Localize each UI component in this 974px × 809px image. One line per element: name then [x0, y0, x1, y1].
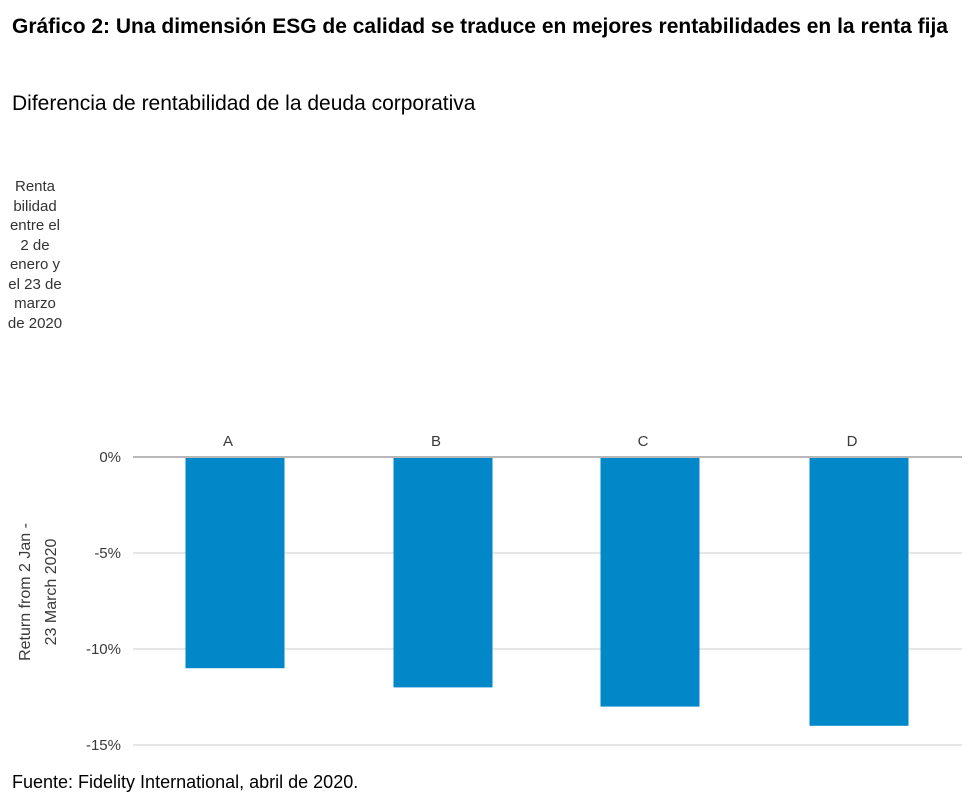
chart-title: Gráfico 2: Una dimensión ESG de calidad …: [12, 15, 948, 38]
bar: [600, 458, 700, 707]
y-axis-title-line: Return from 2 Jan -: [17, 523, 34, 661]
bar: [809, 458, 909, 726]
y-tick-label: -10%: [86, 641, 121, 658]
category-label: C: [638, 433, 649, 450]
bar: [393, 458, 493, 688]
y-tick-label: -15%: [86, 737, 121, 754]
chart-subtitle: Diferencia de rentabilidad de la deuda c…: [12, 92, 476, 115]
category-label: A: [223, 433, 233, 450]
bar: [185, 458, 285, 669]
y-axis-title-line: 23 March 2020: [43, 539, 60, 646]
y-axis-note: Renta bilidad entre el 2 de enero y el 2…: [7, 178, 63, 332]
category-label: B: [431, 433, 441, 450]
source-note: Fuente: Fidelity International, abril de…: [12, 772, 359, 792]
category-label: D: [847, 433, 858, 450]
y-tick-label: -5%: [94, 545, 121, 562]
y-axis-title: Return from 2 Jan - 23 March 2020: [17, 523, 60, 661]
y-tick-label: 0%: [99, 449, 121, 466]
